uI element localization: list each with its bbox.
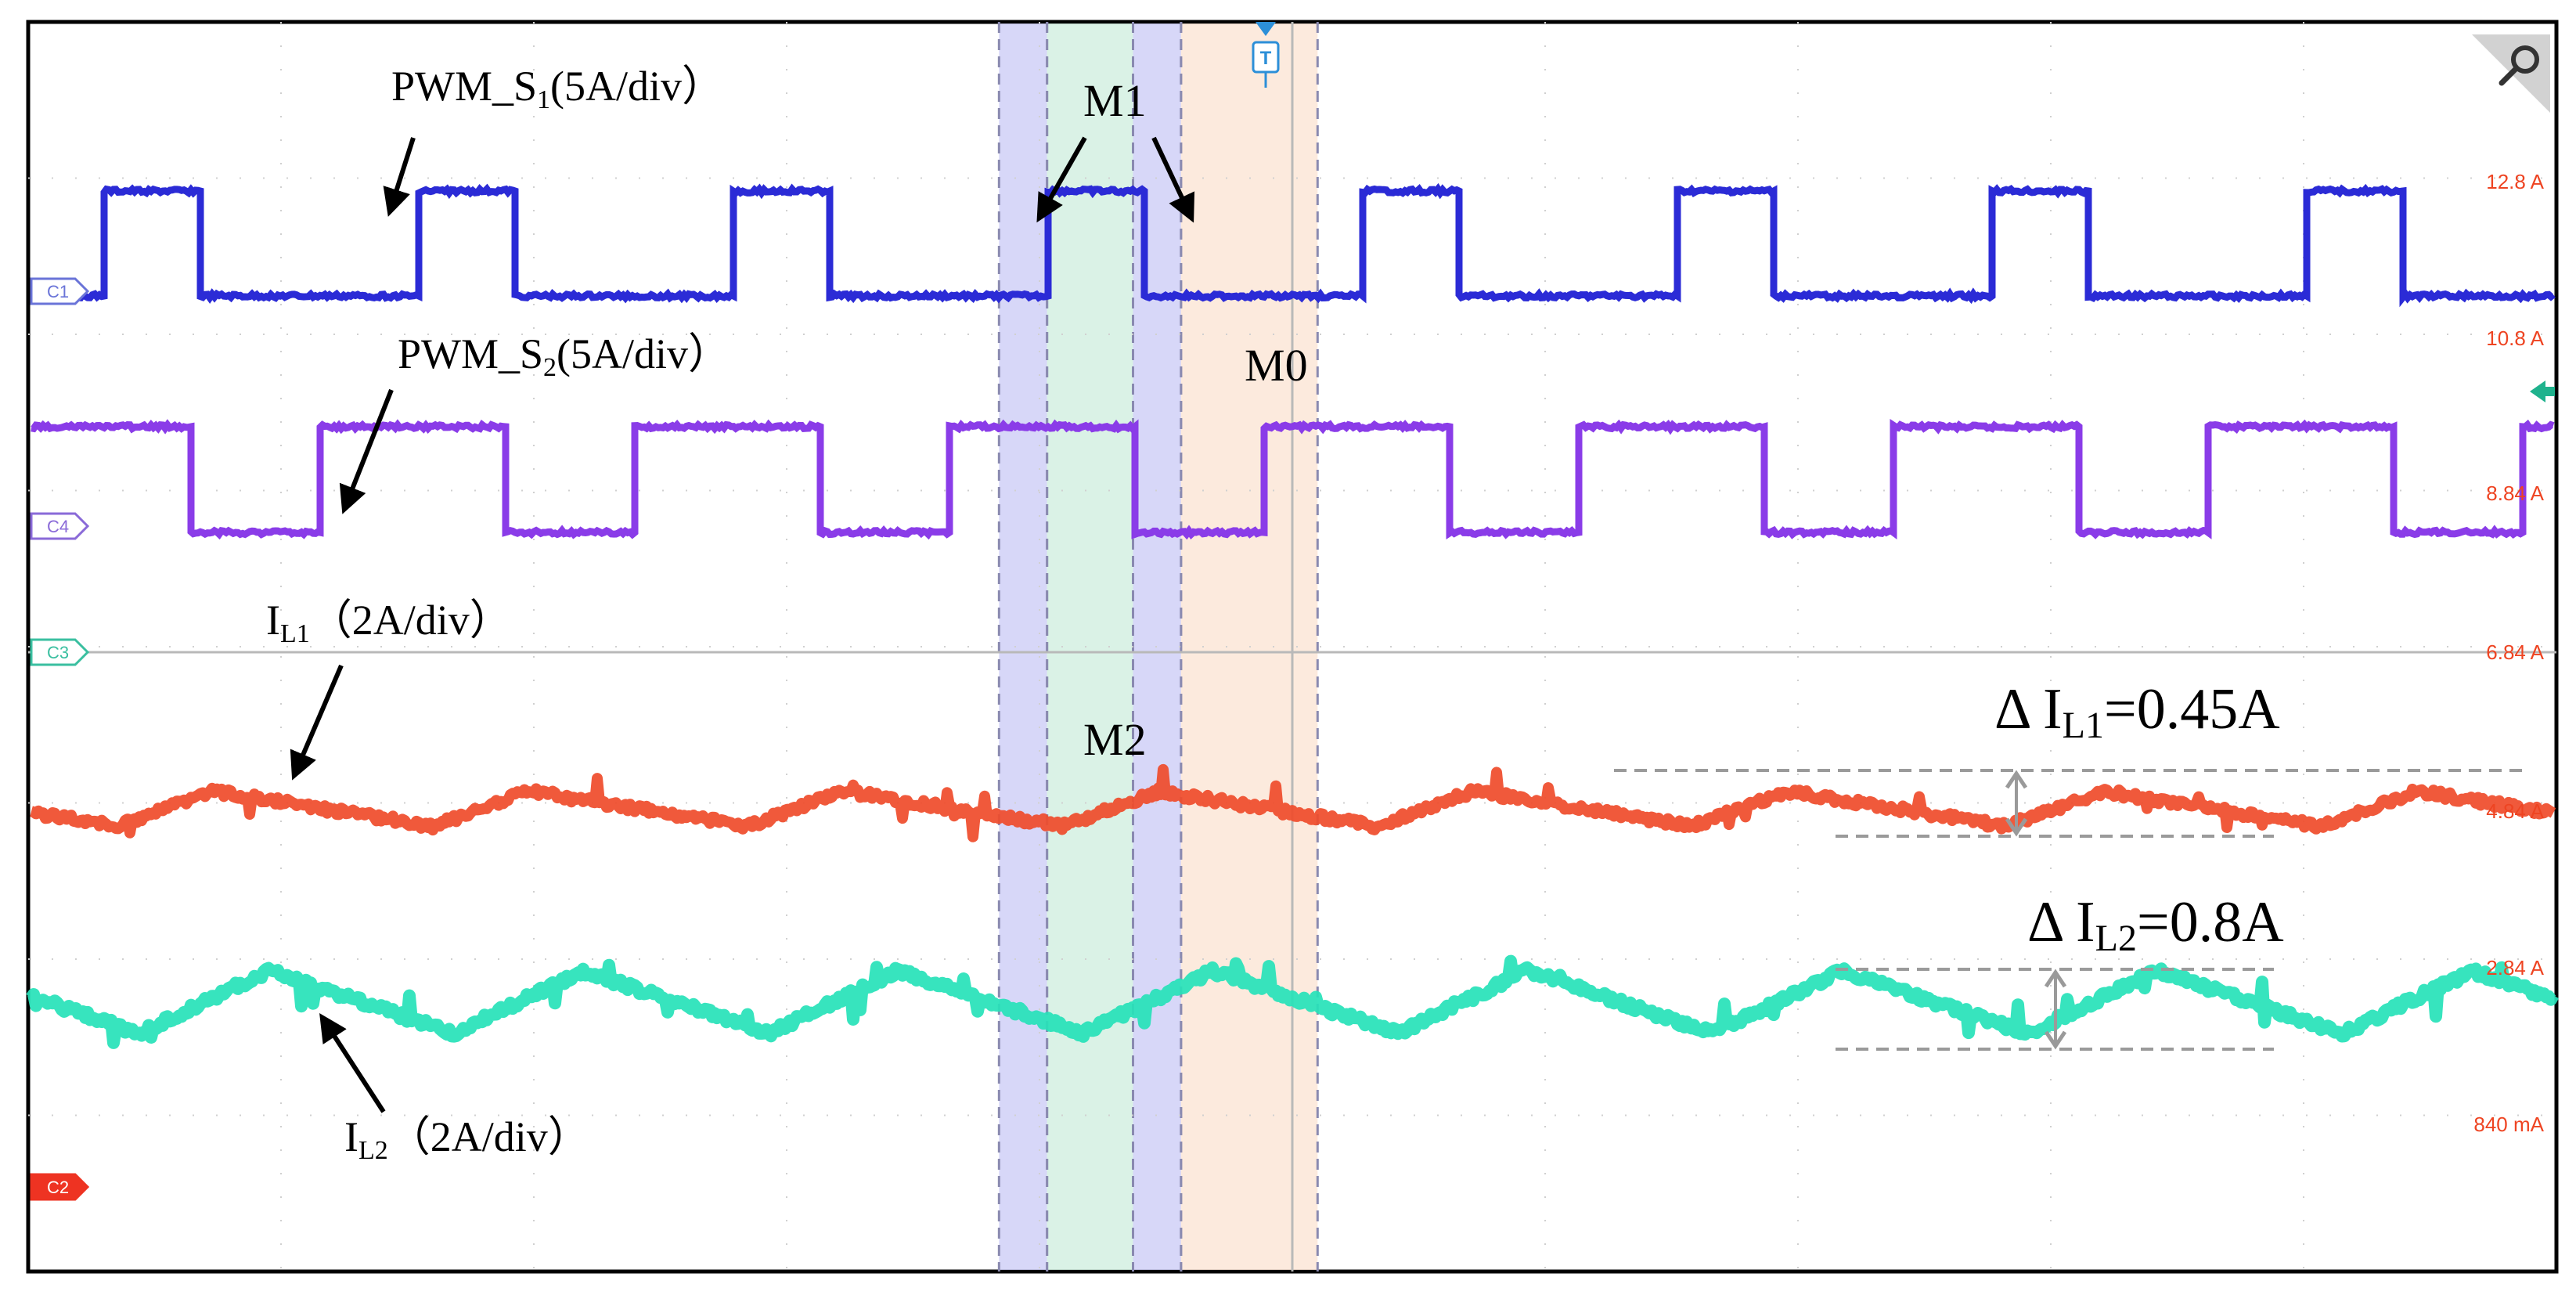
channel-marker-c3[interactable]: C3: [30, 638, 90, 666]
pwm-s2-label: PWM_S2(5A/div）: [398, 330, 730, 382]
waveform-traces: [26, 182, 2559, 1049]
pwm-s1-label: PWM_S1(5A/div）: [391, 63, 724, 114]
channel-marker-c2[interactable]: C2: [30, 1173, 90, 1201]
trigger-level-icon: [2530, 381, 2555, 402]
svg-text:C4: C4: [47, 517, 69, 536]
il1-label: IL1（2A/div）: [266, 597, 512, 648]
scale-label: 12.8 A: [2486, 170, 2544, 193]
il2-label: IL2（2A/div）: [344, 1113, 590, 1165]
svg-text:C3: C3: [47, 643, 69, 662]
trace-c3: [28, 763, 2556, 842]
channel-marker-c1[interactable]: C1: [30, 277, 90, 305]
mode-label-m2: M2: [1083, 714, 1147, 765]
delta-il2-label: Δ IL2=0.8A: [2027, 890, 2284, 959]
trace-c2: [26, 954, 2559, 1049]
channel-marker-c4[interactable]: C4: [30, 512, 90, 540]
trace-c1: [30, 182, 2556, 308]
scale-label: 840 mA: [2473, 1113, 2544, 1136]
svg-text:C2: C2: [47, 1178, 69, 1197]
scale-label: 10.8 A: [2486, 326, 2544, 350]
scale-label: 6.84 A: [2486, 640, 2544, 664]
svg-text:T: T: [1260, 48, 1272, 69]
channel-markers: C1 C4 C3 C2: [30, 277, 90, 1201]
ripple-measurement-lines: [1614, 769, 2530, 1051]
scale-label: 4.84 A: [2486, 799, 2544, 823]
scale-labels: 12.8 A 10.8 A 8.84 A 6.84 A 4.84 A 2.84 A 840 …: [2473, 170, 2544, 1136]
delta-il1-label: Δ IL1=0.45A: [1994, 677, 2280, 746]
trace-c4: [31, 419, 2555, 540]
scale-label: 2.84 A: [2486, 956, 2544, 979]
svg-text:C1: C1: [47, 282, 69, 301]
mode-band-m2: [1047, 23, 1133, 1270]
mode-label-m0: M0: [1245, 340, 1308, 391]
mode-band-m1: [1133, 23, 1181, 1270]
annotation-arrows: [290, 136, 1195, 1113]
zoom-icon[interactable]: [2472, 34, 2550, 113]
mode-label-m1: M1: [1083, 75, 1147, 126]
trigger-marker: T: [1252, 22, 1280, 88]
scale-label: 8.84 A: [2486, 482, 2544, 505]
